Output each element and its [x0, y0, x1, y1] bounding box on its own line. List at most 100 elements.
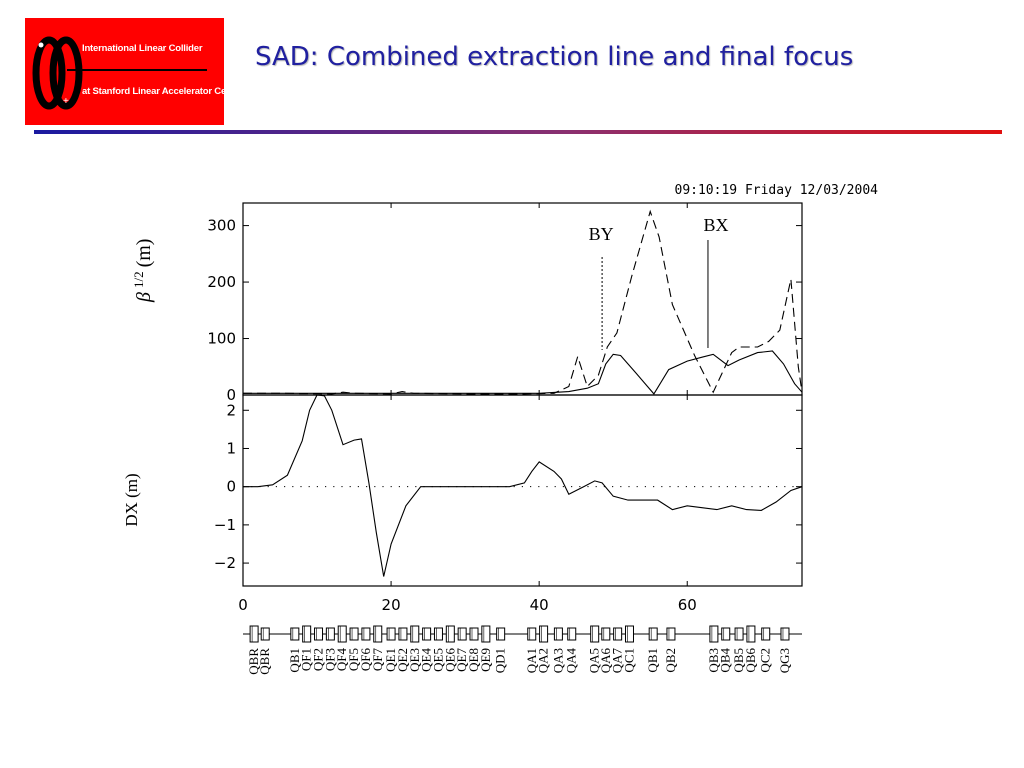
beta-ytick-label: 100: [207, 330, 236, 348]
beta-ytick-label: 300: [207, 217, 236, 235]
element-marker: [325, 627, 335, 641]
element-marker: [398, 627, 408, 641]
element-marker: [761, 627, 771, 641]
element-marker: [709, 625, 719, 643]
element-marker: [601, 627, 611, 641]
element-label: QB1: [645, 648, 660, 673]
element-label: QC2: [758, 648, 773, 673]
element-marker: [590, 625, 600, 643]
beta-ylabel: β 1/2 (m): [131, 239, 155, 303]
beta-symbol: β: [133, 292, 155, 303]
element-marker: [290, 627, 300, 641]
element-label: QE4: [419, 648, 434, 672]
element-marker: [613, 627, 623, 641]
svg-text:+: +: [63, 96, 69, 107]
element-marker: [433, 627, 443, 641]
element-marker: [457, 627, 467, 641]
title-divider: [34, 130, 1002, 134]
element-marker: [734, 627, 744, 641]
element-marker: [567, 627, 577, 641]
element-label: QBR: [257, 648, 272, 675]
dx-ytick-label: 2: [226, 401, 236, 419]
element-label: QG3: [777, 648, 792, 673]
element-marker: [445, 625, 455, 643]
dx-ytick-label: −2: [214, 554, 236, 572]
dx-ytick-label: 0: [226, 478, 236, 496]
x-tick-label: 20: [382, 596, 401, 614]
element-marker: [349, 627, 359, 641]
element-marker: [746, 625, 756, 643]
ilc-logo-mark: +: [32, 36, 83, 110]
element-label: QA2: [536, 648, 551, 673]
element-marker: [302, 625, 312, 643]
ilc-logo: + International Linear Collider at Stanf…: [25, 18, 243, 125]
slide-title: SAD: Combined extraction line and final …: [255, 42, 854, 72]
element-marker: [422, 627, 432, 641]
element-label: QE7: [454, 648, 469, 672]
element-label: QE9: [478, 648, 493, 672]
element-marker: [337, 625, 347, 643]
x-tick-label: 40: [530, 596, 549, 614]
element-label: QBR: [246, 648, 261, 675]
element-label: QE8: [466, 648, 481, 672]
element-marker: [539, 625, 549, 643]
element-marker: [527, 627, 537, 641]
element-label: QE2: [395, 648, 410, 672]
dx-ytick-label: 1: [226, 439, 236, 457]
element-label: QF1: [299, 648, 314, 671]
element-label: QB2: [663, 648, 678, 673]
beta-series-bx: [243, 350, 803, 395]
chart-timestamp: 09:10:19 Friday 12/03/2004: [675, 183, 879, 198]
element-label: QB4: [718, 648, 733, 673]
x-tick-label: 60: [678, 596, 697, 614]
element-label: QF3: [322, 648, 337, 671]
element-label: QA1: [524, 648, 539, 673]
logo-text-line2: at Stanford Linear Accelerator Center: [82, 86, 244, 97]
element-label: QB5: [731, 648, 746, 673]
logo-text-line1: International Linear Collider: [82, 43, 203, 54]
element-label: QA3: [550, 648, 565, 673]
element-marker: [666, 627, 676, 641]
element-label: QE6: [442, 648, 457, 672]
element-marker: [721, 627, 731, 641]
element-label: QF5: [346, 648, 361, 671]
annotation-bx-label: BX: [703, 215, 728, 235]
element-marker: [469, 627, 479, 641]
element-label: QA4: [564, 648, 579, 674]
element-marker: [373, 625, 383, 643]
dx-frame: [242, 394, 803, 587]
x-tick-label: 0: [238, 596, 248, 614]
element-label: QB1: [287, 648, 302, 673]
element-label: QA5: [587, 648, 602, 673]
element-marker: [780, 627, 790, 641]
element-label: QC1: [621, 648, 636, 673]
element-marker: [410, 625, 420, 643]
element-marker: [260, 627, 270, 641]
element-marker: [553, 627, 563, 641]
beta-ytick-label: 0: [226, 386, 236, 404]
element-marker: [386, 627, 396, 641]
element-label: QB6: [743, 648, 758, 673]
element-marker: [481, 625, 491, 643]
beta-exponent: 1/2: [131, 271, 146, 288]
element-marker: [314, 627, 324, 641]
element-label: QA6: [598, 648, 613, 674]
element-label: QB3: [706, 648, 721, 673]
element-marker: [496, 627, 506, 641]
dx-ytick-label: −1: [214, 516, 236, 534]
logo-divider: [67, 69, 207, 71]
beta-series-by: [243, 209, 803, 395]
element-label: QF4: [334, 648, 349, 672]
element-label: QE5: [430, 648, 445, 672]
beta-ytick-label: 200: [207, 273, 236, 291]
element-label: QE1: [383, 648, 398, 672]
dx-ylabel: DX (m): [122, 473, 141, 526]
element-label: QE3: [407, 648, 422, 672]
element-marker: [624, 625, 634, 643]
dx-series-dx: [243, 394, 803, 577]
beta-ylabel-text: β 1/2 (m): [131, 239, 155, 303]
beta-unit: (m): [133, 239, 155, 268]
element-marker: [648, 627, 658, 641]
element-label: QF6: [358, 648, 373, 672]
